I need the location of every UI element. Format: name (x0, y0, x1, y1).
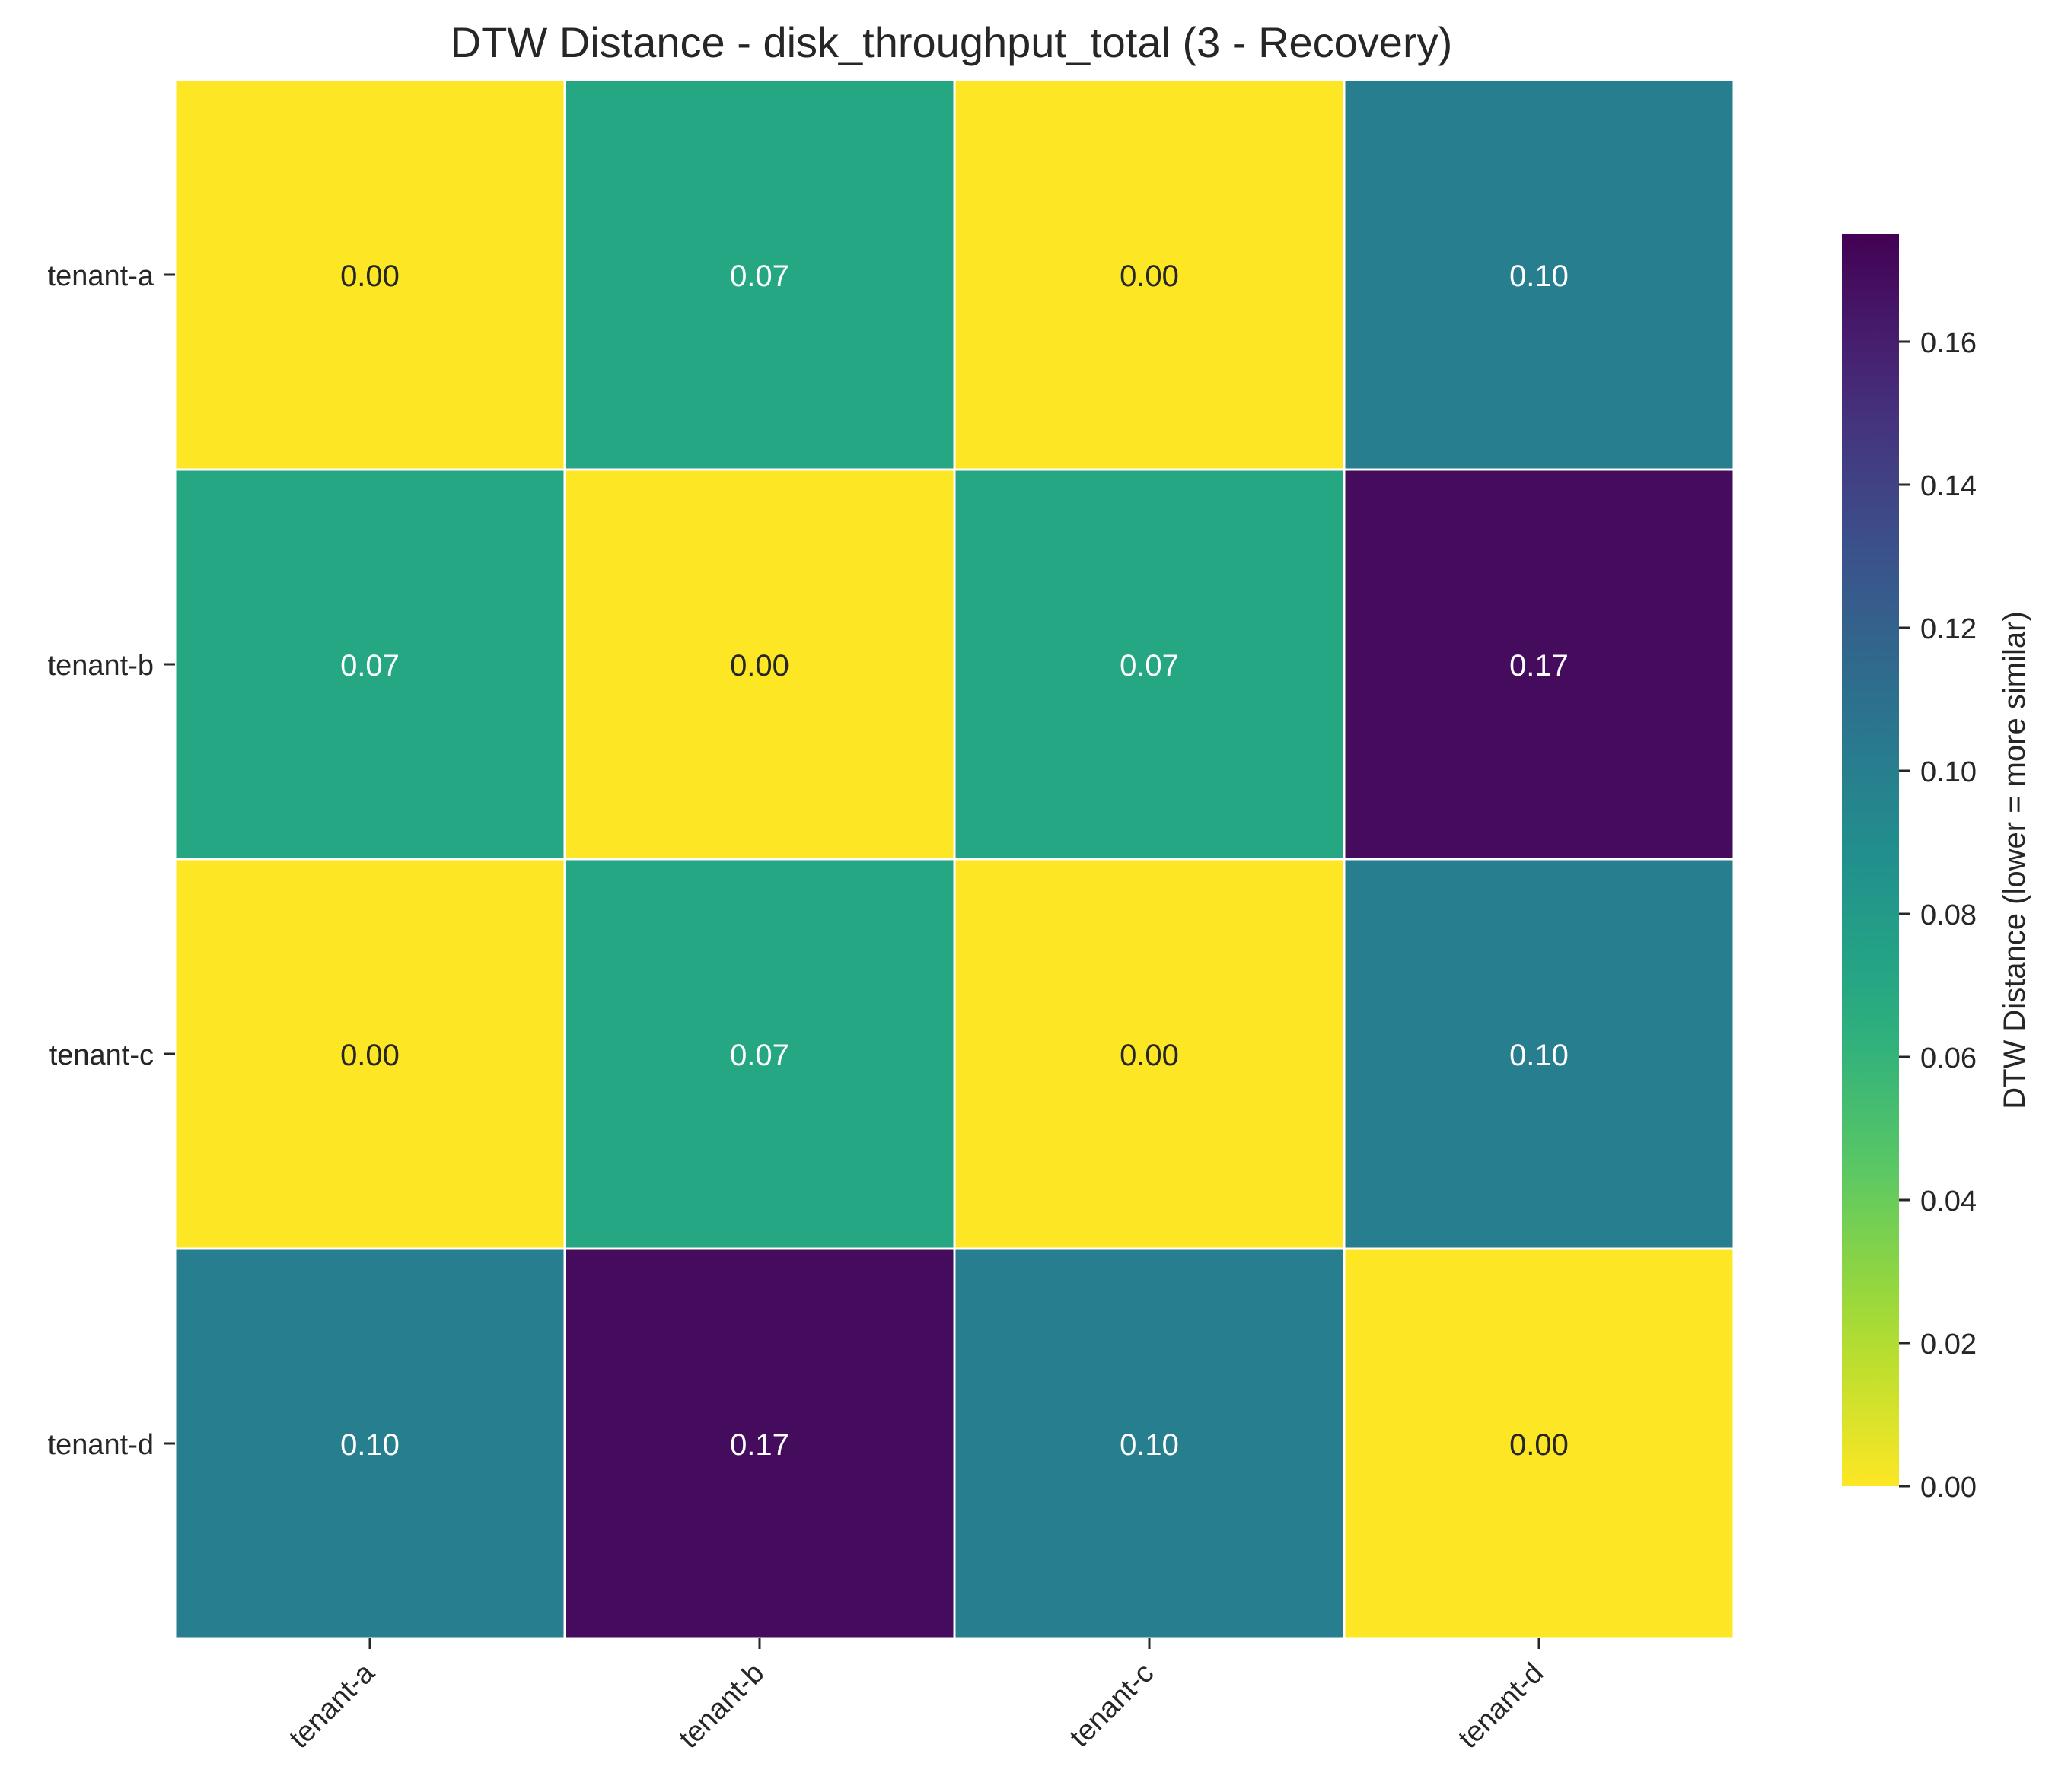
y-axis: tenant-a tenant-b tenant-c tenant-d (48, 260, 175, 1461)
heatmap-cell (1343, 858, 1735, 1250)
cell-value-label: 0.00 (1509, 1428, 1569, 1462)
heatmap-cell (563, 78, 956, 471)
y-tick-label: tenant-d (48, 1429, 154, 1461)
x-tick-label: tenant-d (1452, 1657, 1550, 1755)
heatmap-cell (1343, 1247, 1735, 1640)
x-axis: tenant-a tenant-b tenant-c tenant-d (283, 1638, 1550, 1755)
y-tick-label: tenant-c (49, 1039, 154, 1071)
colorbar-tick-label: 0.00 (1920, 1472, 1977, 1504)
cell-value-label: 0.10 (1509, 1039, 1569, 1072)
x-tick-label: tenant-a (283, 1657, 381, 1755)
colorbar-tick-label: 0.16 (1920, 327, 1977, 359)
colorbar-tick-label: 0.14 (1920, 470, 1977, 502)
heatmap-cell (563, 858, 956, 1250)
colorbar-gradient (1842, 234, 1899, 1486)
heatmap-cell-labels: 0.00 0.07 0.00 0.10 0.07 0.00 0.07 0.17 0.00 0.07… (340, 259, 1569, 1462)
colorbar-tick-label: 0.06 (1920, 1042, 1977, 1074)
heatmap-cell (174, 1247, 566, 1640)
cell-value-label: 0.00 (340, 1039, 400, 1072)
heatmap-cell (174, 468, 566, 861)
heatmap-cell (953, 1247, 1346, 1640)
heatmap-cell (1343, 78, 1735, 471)
cell-value-label: 0.10 (1120, 1428, 1179, 1462)
y-tick-label: tenant-a (48, 260, 155, 292)
heatmap-cell (1343, 468, 1735, 861)
heatmap-cell (174, 78, 566, 471)
colorbar-tick-label: 0.08 (1920, 899, 1977, 931)
colorbar-tick-label: 0.12 (1920, 613, 1977, 645)
cell-value-label: 0.07 (730, 259, 789, 293)
cell-value-label: 0.17 (730, 1428, 789, 1462)
y-tick-label: tenant-b (48, 650, 154, 682)
x-tick-label: tenant-b (673, 1657, 770, 1755)
cell-value-label: 0.07 (1120, 649, 1179, 683)
cell-value-label: 0.10 (340, 1428, 400, 1462)
cell-value-label: 0.17 (1509, 649, 1569, 683)
cell-value-label: 0.10 (1509, 259, 1569, 293)
cell-value-label: 0.07 (730, 1039, 789, 1072)
heatmap-cells (174, 78, 1735, 1640)
x-tick-label: tenant-c (1064, 1657, 1161, 1754)
colorbar-label: DTW Distance (lower = more similar) (1998, 611, 2031, 1109)
chart-title: DTW Distance - disk_throughput_total (3 … (451, 18, 1453, 66)
cell-value-label: 0.00 (1120, 1039, 1179, 1072)
colorbar-tick-label: 0.02 (1920, 1329, 1977, 1361)
cell-value-label: 0.07 (340, 649, 400, 683)
heatmap-cell (563, 468, 956, 861)
cell-value-label: 0.00 (1120, 259, 1179, 293)
heatmap-cell (953, 78, 1346, 471)
cell-value-label: 0.00 (340, 259, 400, 293)
heatmap-cell (563, 1247, 956, 1640)
colorbar: 0.00 0.02 0.04 0.06 0.08 0.10 0.12 0.14 0.16 DTW … (1842, 234, 2031, 1504)
heatmap-cell (953, 468, 1346, 861)
colorbar-tick-label: 0.10 (1920, 756, 1977, 788)
colorbar-tick-label: 0.04 (1920, 1186, 1977, 1217)
cell-value-label: 0.00 (730, 649, 789, 683)
